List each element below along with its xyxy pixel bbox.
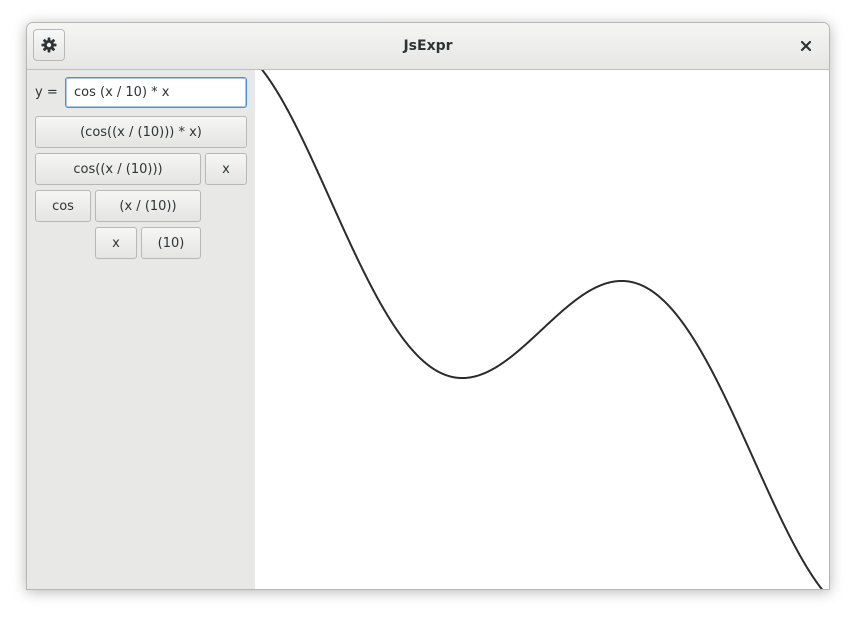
close-button[interactable] xyxy=(793,33,819,59)
function-curve xyxy=(260,70,824,589)
tree-node-cos-call[interactable]: cos((x / (10))) xyxy=(35,153,201,185)
tree-node-division[interactable]: (x / (10)) xyxy=(95,190,201,222)
tree-node-ten[interactable]: (10) xyxy=(141,227,201,259)
tree-node-x-numerator[interactable]: x xyxy=(95,227,137,259)
tree-node-x-factor[interactable]: x xyxy=(205,153,247,185)
window-title: JsExpr xyxy=(403,38,453,54)
gear-icon xyxy=(41,37,57,53)
close-icon xyxy=(800,40,812,52)
app-window: JsExpr y = (cos((x / (10))) * x) cos((x … xyxy=(26,22,830,590)
plot-area[interactable] xyxy=(255,70,829,589)
title-bar: JsExpr xyxy=(27,23,829,70)
tree-node-root[interactable]: (cos((x / (10))) * x) xyxy=(35,116,247,148)
function-plot xyxy=(260,70,824,589)
expression-input[interactable] xyxy=(65,77,247,108)
settings-button[interactable] xyxy=(33,29,65,61)
y-equals-label: y = xyxy=(35,85,58,100)
tree-node-cos-function[interactable]: cos xyxy=(35,190,91,222)
